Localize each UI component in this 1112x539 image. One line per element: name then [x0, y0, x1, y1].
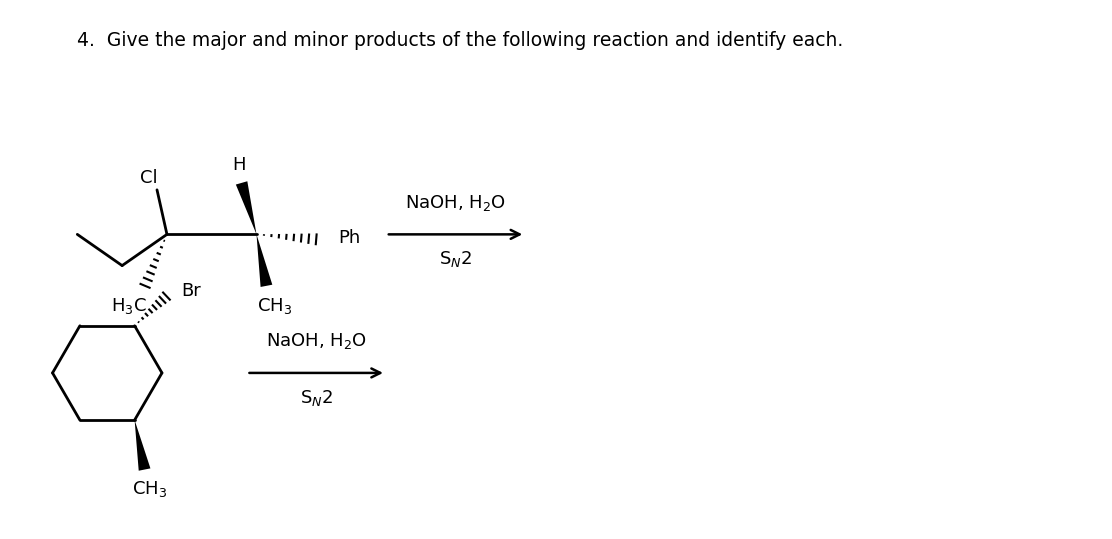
Text: S$_N$2: S$_N$2	[299, 388, 332, 407]
Text: 4.  Give the major and minor products of the following reaction and identify eac: 4. Give the major and minor products of …	[78, 31, 844, 51]
Text: CH$_3$: CH$_3$	[257, 295, 292, 316]
Text: S$_N$2: S$_N$2	[439, 249, 473, 269]
Text: H$_3$C: H$_3$C	[111, 295, 147, 316]
Text: CH$_3$: CH$_3$	[132, 479, 167, 499]
Text: NaOH, H$_2$O: NaOH, H$_2$O	[405, 193, 506, 213]
Text: Cl: Cl	[140, 169, 158, 187]
Text: Ph: Ph	[338, 229, 360, 247]
Text: Br: Br	[181, 282, 201, 300]
Polygon shape	[257, 234, 272, 287]
Polygon shape	[236, 181, 257, 234]
Text: H: H	[231, 156, 246, 174]
Polygon shape	[135, 420, 150, 471]
Text: NaOH, H$_2$O: NaOH, H$_2$O	[266, 331, 367, 351]
